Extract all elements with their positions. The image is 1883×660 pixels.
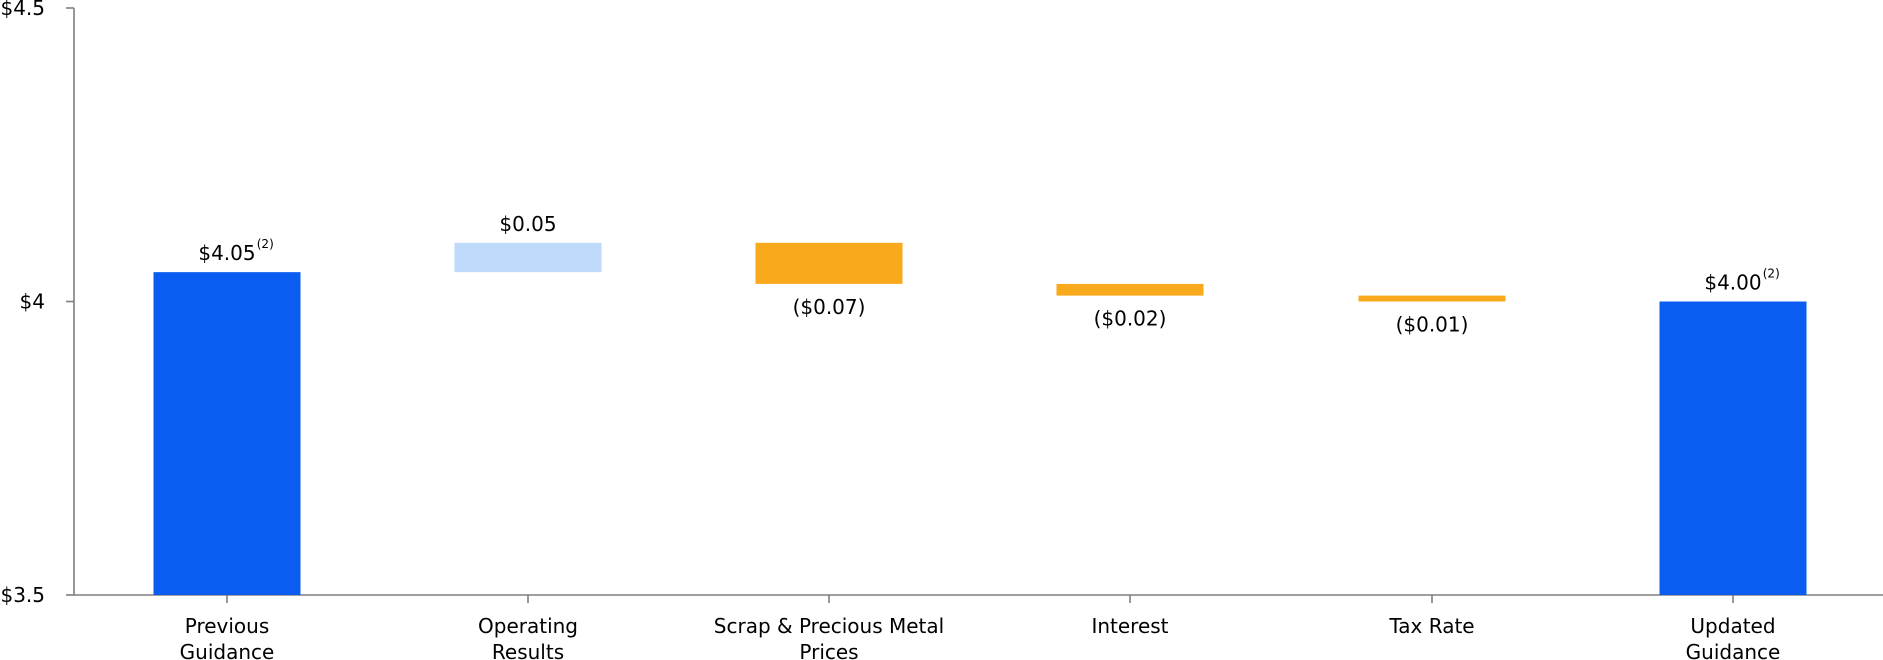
bar-increase xyxy=(454,242,602,273)
category-label: Previous xyxy=(185,614,270,638)
bar-data-label: $0.05 xyxy=(499,212,556,236)
category-label: Guidance xyxy=(1686,640,1781,660)
bar-footnote-label: (2) xyxy=(1763,267,1780,281)
bar-data-label: ($0.07) xyxy=(793,295,866,319)
bar-total xyxy=(1659,301,1807,595)
category-label: Scrap & Precious Metal xyxy=(714,614,944,638)
y-tick-label: $3.5 xyxy=(0,583,45,607)
bar-data-label: $4.00 xyxy=(1704,271,1761,295)
bar-footnote-label: (2) xyxy=(257,237,274,251)
bar-data-label: ($0.01) xyxy=(1396,313,1469,337)
category-label: Updated xyxy=(1690,614,1775,638)
bar-decrease xyxy=(1056,283,1204,296)
bar-data-label: $4.05 xyxy=(198,241,255,265)
category-label: Operating xyxy=(478,614,578,638)
bar-total xyxy=(153,272,301,595)
category-label: Prices xyxy=(799,640,858,660)
category-label: Interest xyxy=(1091,614,1168,638)
y-tick-label: $4.5 xyxy=(0,0,45,20)
bar-decrease xyxy=(755,242,903,284)
category-label: Guidance xyxy=(180,640,275,660)
bar-decrease xyxy=(1358,295,1506,302)
category-label: Tax Rate xyxy=(1388,614,1474,638)
category-label: Results xyxy=(492,640,564,660)
y-tick-label: $4 xyxy=(20,290,45,314)
bar-data-label: ($0.02) xyxy=(1094,307,1167,331)
